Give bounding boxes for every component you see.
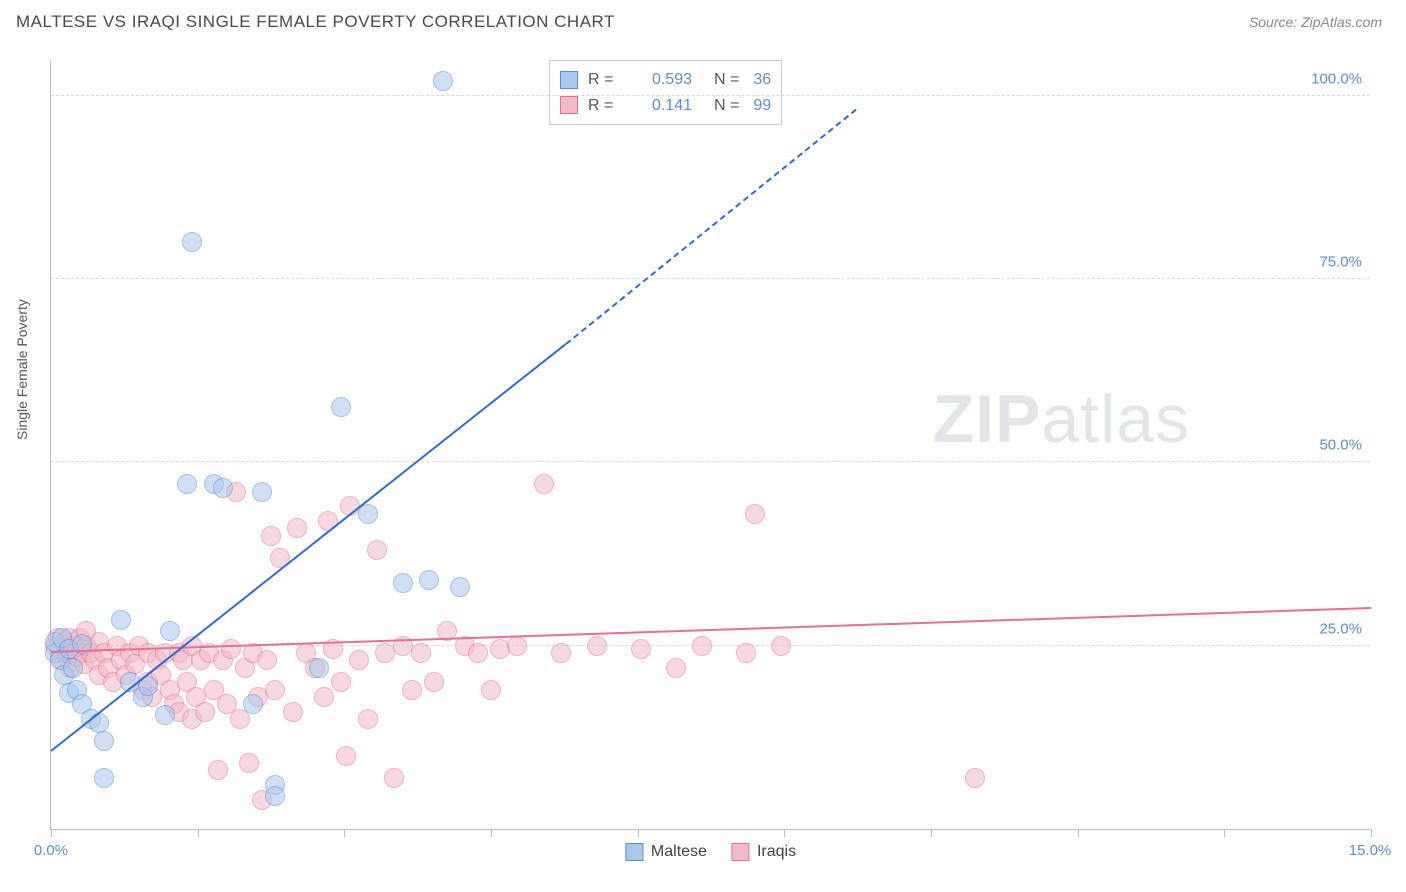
iraqis-point <box>358 709 378 729</box>
maltese-point <box>177 474 197 494</box>
iraqis-point <box>336 746 356 766</box>
iraqis-point <box>287 518 307 538</box>
iraqis-point <box>534 474 554 494</box>
x-tick <box>931 829 932 837</box>
iraqis-point <box>402 680 422 700</box>
iraqis-n-value: 99 <box>753 93 771 119</box>
iraqis-point <box>257 650 277 670</box>
gridline <box>51 461 1370 462</box>
iraqis-point <box>283 702 303 722</box>
maltese-r-value: 0.593 <box>632 67 692 93</box>
x-tick <box>1224 829 1225 837</box>
iraqis-point <box>208 760 228 780</box>
r-label: R = <box>588 67 622 93</box>
maltese-trendline-dashed <box>565 109 857 345</box>
maltese-point <box>63 658 83 678</box>
iraqis-swatch-icon <box>731 843 749 861</box>
iraqis-label: Iraqis <box>757 843 796 861</box>
iraqis-point <box>239 753 259 773</box>
x-tick <box>1371 829 1372 837</box>
maltese-point <box>419 570 439 590</box>
x-tick <box>198 829 199 837</box>
legend-row-iraqis: R = 0.141 N = 99 <box>560 93 771 119</box>
iraqis-point <box>195 702 215 722</box>
iraqis-point <box>331 672 351 692</box>
iraqis-point <box>507 636 527 656</box>
legend-item-iraqis: Iraqis <box>731 843 796 861</box>
y-tick-label: 25.0% <box>1319 620 1362 637</box>
iraqis-point <box>424 672 444 692</box>
correlation-legend: R = 0.593 N = 36 R = 0.141 N = 99 <box>549 60 782 125</box>
y-tick-label: 100.0% <box>1311 70 1362 87</box>
chart-title: MALTESE VS IRAQI SINGLE FEMALE POVERTY C… <box>16 12 615 32</box>
maltese-point <box>213 478 233 498</box>
maltese-point <box>94 768 114 788</box>
iraqis-point <box>631 639 651 659</box>
y-axis-label: Single Female Poverty <box>14 299 30 440</box>
x-tick <box>51 829 52 837</box>
maltese-n-value: 36 <box>753 67 771 93</box>
maltese-point <box>252 482 272 502</box>
x-min-label: 0.0% <box>34 842 68 859</box>
iraqis-swatch <box>560 96 578 114</box>
x-tick <box>1078 829 1079 837</box>
iraqis-point <box>265 680 285 700</box>
legend-row-maltese: R = 0.593 N = 36 <box>560 67 771 93</box>
maltese-point <box>155 705 175 725</box>
iraqis-point <box>221 639 241 659</box>
iraqis-point <box>318 511 338 531</box>
iraqis-r-value: 0.141 <box>632 93 692 119</box>
series-legend: Maltese Iraqis <box>625 843 796 861</box>
maltese-point <box>111 610 131 630</box>
iraqis-point <box>349 650 369 670</box>
iraqis-point <box>736 643 756 663</box>
maltese-point <box>265 786 285 806</box>
iraqis-point <box>965 768 985 788</box>
iraqis-point <box>692 636 712 656</box>
maltese-point <box>433 71 453 91</box>
plot-area: ZIPatlas R = 0.593 N = 36 R = 0.141 N = … <box>50 60 1370 830</box>
maltese-point <box>160 621 180 641</box>
watermark-atlas: atlas <box>1041 381 1190 457</box>
x-tick <box>344 829 345 837</box>
chart-container: Single Female Poverty ZIPatlas R = 0.593… <box>0 40 1406 892</box>
x-max-label: 15.0% <box>1349 842 1392 859</box>
maltese-point <box>309 658 329 678</box>
iraqis-point <box>314 687 334 707</box>
iraqis-point <box>551 643 571 663</box>
x-tick <box>638 829 639 837</box>
maltese-point <box>393 573 413 593</box>
r-label: R = <box>588 93 622 119</box>
iraqis-point <box>587 636 607 656</box>
x-tick <box>784 829 785 837</box>
watermark: ZIPatlas <box>933 380 1190 458</box>
maltese-label: Maltese <box>651 843 707 861</box>
y-tick-label: 75.0% <box>1319 254 1362 271</box>
watermark-zip: ZIP <box>933 381 1042 457</box>
x-tick <box>491 829 492 837</box>
iraqis-point <box>745 504 765 524</box>
maltese-swatch <box>560 71 578 89</box>
iraqis-point <box>384 768 404 788</box>
iraqis-point <box>261 526 281 546</box>
maltese-point <box>94 731 114 751</box>
maltese-swatch-icon <box>625 843 643 861</box>
source-label: Source: ZipAtlas.com <box>1249 14 1382 30</box>
gridline <box>51 278 1370 279</box>
iraqis-point <box>468 643 488 663</box>
iraqis-point <box>481 680 501 700</box>
maltese-point <box>450 577 470 597</box>
maltese-point <box>331 397 351 417</box>
n-label: N = <box>714 93 739 119</box>
iraqis-point <box>367 540 387 560</box>
n-label: N = <box>714 67 739 93</box>
maltese-point <box>243 694 263 714</box>
y-tick-label: 50.0% <box>1319 437 1362 454</box>
iraqis-point <box>411 643 431 663</box>
gridline <box>51 95 1370 96</box>
maltese-point <box>182 232 202 252</box>
iraqis-point <box>666 658 686 678</box>
iraqis-point <box>771 636 791 656</box>
legend-item-maltese: Maltese <box>625 843 707 861</box>
